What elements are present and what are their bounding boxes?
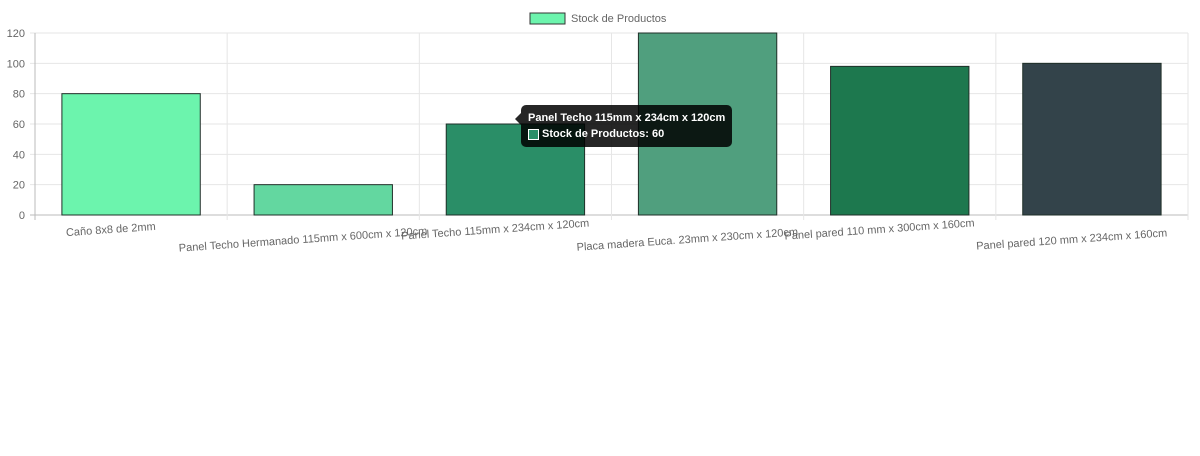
x-axis: Caño 8x8 de 2mm Panel Techo Hermanado 115… (66, 217, 1168, 254)
tooltip-title: Panel Techo 115mm x 234cm x 120cm (528, 112, 726, 124)
bars (61, 32, 1162, 216)
legend-swatch (529, 12, 566, 25)
bar[interactable] (830, 65, 970, 216)
y-tick-label: 20 (13, 180, 25, 192)
y-tick-label: 0 (19, 210, 25, 222)
y-tick-label: 60 (13, 119, 25, 131)
x-tick-label: Panel pared 120 mm x 234cm x 160cm (976, 227, 1168, 252)
bar[interactable] (61, 93, 201, 216)
x-tick-label: Caño 8x8 de 2mm (66, 221, 157, 239)
x-tick-label: Placa madera Euca. 23mm x 230cm x 120cm (576, 226, 798, 253)
legend[interactable]: Stock de Productos (529, 12, 667, 25)
y-tick-label: 120 (7, 28, 25, 40)
x-tick-label: Panel Techo Hermanado 115mm x 600cm x 12… (178, 225, 427, 254)
grid-lines (30, 32, 1189, 220)
x-tick-label: Panel Techo 115mm x 234cm x 120cm (401, 217, 590, 242)
tooltip-swatch (528, 128, 539, 140)
tooltip: Panel Techo 115mm x 234cm x 120cm Stock … (514, 105, 733, 147)
x-tick-label: Panel pared 110 mm x 300cm x 160cm (784, 217, 975, 242)
y-tick-label: 100 (7, 58, 25, 70)
y-tick-label: 80 (13, 89, 25, 101)
y-tick-label: 40 (13, 149, 25, 161)
y-axis: 0 20 40 60 80 100 120 (7, 28, 25, 222)
bar[interactable] (1022, 62, 1162, 216)
bar[interactable] (253, 184, 393, 216)
legend-label: Stock de Productos (571, 13, 667, 25)
tooltip-label: Stock de Productos: 60 (542, 128, 665, 140)
